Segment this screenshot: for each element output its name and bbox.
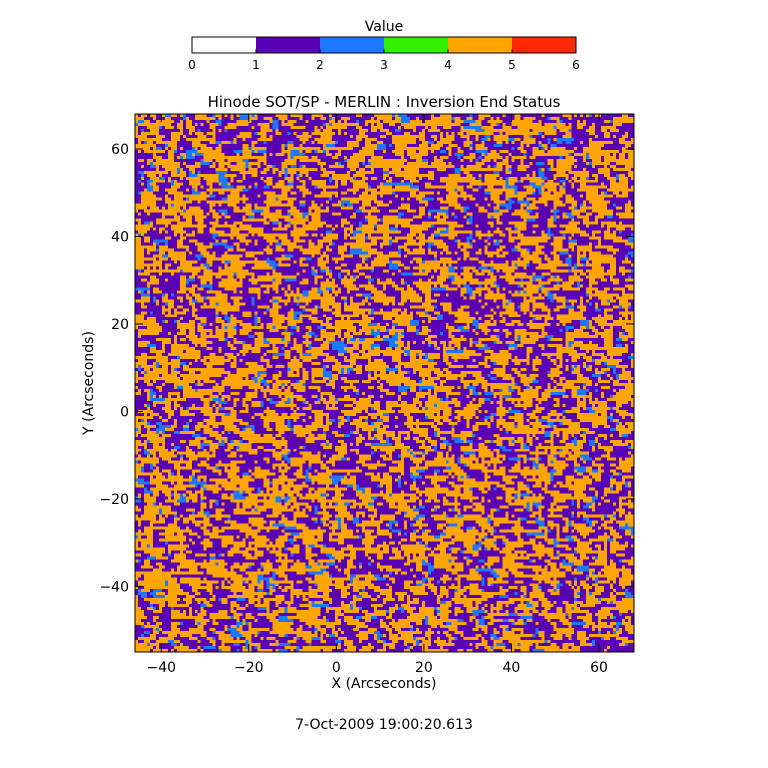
colorbar-tick-label: 0 — [188, 58, 196, 72]
x-tick-label: 60 — [590, 660, 608, 676]
y-tick-label: 20 — [111, 317, 129, 333]
colorbar-bin-1 — [192, 37, 256, 53]
y-tick-label: 40 — [111, 229, 129, 245]
y-tick-label: −40 — [99, 579, 129, 595]
x-tick-label: −20 — [234, 660, 264, 676]
colorbar-bin-6 — [512, 37, 576, 53]
heatmap-cells — [135, 114, 634, 652]
x-tick-label: 0 — [332, 660, 341, 676]
x-axis-label: X (Arcseconds) — [332, 676, 437, 692]
x-tick-label: 20 — [415, 660, 433, 676]
y-tick-label: 0 — [120, 404, 129, 420]
heatmap-image — [135, 114, 634, 652]
plot-title: Hinode SOT/SP - MERLIN : Inversion End S… — [208, 93, 561, 111]
colorbar-tick-label: 1 — [252, 58, 260, 72]
colorbar-bin-3 — [320, 37, 384, 53]
colorbar-tick-label: 5 — [508, 58, 516, 72]
axes: −40 −20 0 20 40 60 −40 −20 0 20 40 60 — [99, 114, 634, 676]
colorbar-bin-5 — [448, 37, 512, 53]
colorbar-tick-label: 4 — [444, 58, 452, 72]
colorbar-ticks: 0 1 2 3 4 5 6 — [188, 49, 580, 72]
colorbar-bin-4 — [384, 37, 448, 53]
colorbar-label: Value — [365, 19, 403, 35]
plot-frame — [134, 113, 635, 653]
colorbar-tick-label: 3 — [380, 58, 388, 72]
colorbar-tick-label: 2 — [316, 58, 324, 72]
y-tick-label: −20 — [99, 492, 129, 508]
footer-timestamp: 7-Oct-2009 19:00:20.613 — [295, 717, 473, 733]
colorbar-tick-label: 6 — [572, 58, 580, 72]
x-tick-label: 40 — [503, 660, 521, 676]
colorbar-bin-2 — [256, 37, 320, 53]
y-tick-label: 60 — [111, 142, 129, 158]
colorbar: Value 0 1 2 3 4 5 6 — [188, 19, 580, 72]
x-tick-label: −40 — [146, 660, 176, 676]
y-axis-label: Y (Arcseconds) — [81, 331, 97, 436]
